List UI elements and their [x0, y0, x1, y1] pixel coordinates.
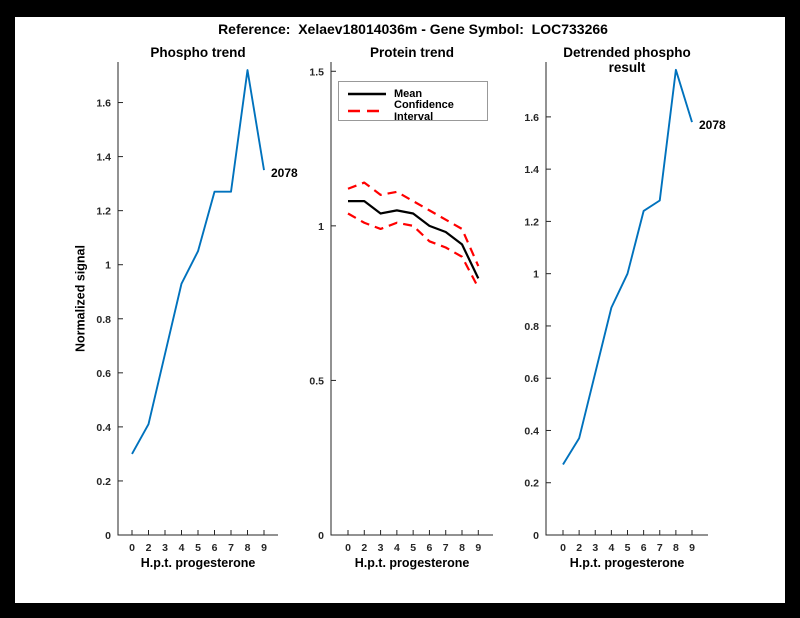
x-tick-label: 8	[459, 542, 465, 554]
x-tick-label: 2	[576, 542, 582, 554]
y-tick-label: 1.2	[96, 206, 111, 218]
x-tick-label: 6	[641, 542, 647, 554]
y-tick-label: 1	[318, 221, 324, 233]
y-tick-label: 0.4	[96, 422, 111, 434]
x-tick-label: 0	[560, 542, 566, 554]
y-tick-label: 1	[105, 260, 111, 272]
y-tick-label: 0.6	[524, 373, 539, 385]
y-tick-label: 0	[533, 530, 539, 542]
y-tick-label: 0	[318, 530, 324, 542]
series-line-phospho-signal	[131, 69, 265, 455]
y-tick-label: 1.4	[96, 152, 111, 164]
x-tick-label: 0	[345, 542, 351, 554]
y-tick-label: 1	[533, 269, 539, 281]
x-tick-label: 9	[475, 542, 481, 554]
series-line-mean	[348, 200, 480, 279]
subplot-title-protein-trend: Protein trend	[369, 45, 454, 60]
y-tick-label: 1.6	[524, 112, 539, 124]
legend-box: Mean Confidence Interval	[338, 81, 488, 123]
x-tick-label: 8	[673, 542, 679, 554]
series-line-detrended-phospho	[562, 68, 693, 465]
y-tick-label: 0.8	[96, 314, 111, 326]
x-tick-label: 4	[394, 542, 400, 554]
y-tick-label: 1.6	[96, 98, 111, 110]
x-tick-label: 5	[625, 542, 631, 554]
x-tick-label: 2	[361, 542, 367, 554]
series-endpoint-label-1: 2078	[271, 166, 298, 180]
series-line-confidence-interval-lower	[347, 212, 480, 289]
axis-spine	[545, 62, 708, 536]
figure-title: Reference: Xelaev18014036m - Gene Symbol…	[218, 21, 608, 37]
axis-spine	[117, 62, 278, 536]
y-tick-label: 0.6	[96, 368, 111, 380]
y-tick-label: 0.2	[524, 478, 539, 490]
y-tick-label: 1.5	[309, 66, 324, 78]
legend-line-confidence-interval	[348, 109, 386, 112]
x-tick-label: 0	[129, 542, 135, 554]
x-tick-label: 6	[427, 542, 433, 554]
legend-label-mean: Mean	[394, 87, 423, 100]
x-tick-label: 6	[212, 542, 218, 554]
x-axis-label-1: H.p.t. progesterone	[140, 556, 256, 570]
axis-spine	[330, 62, 493, 536]
y-tick-label: 0.8	[524, 321, 539, 333]
x-tick-label: 4	[179, 542, 185, 554]
y-tick-label: 0.2	[96, 476, 111, 488]
x-tick-label: 7	[657, 542, 663, 554]
subplot-title-phospho-trend: Phospho trend	[150, 45, 246, 60]
x-tick-label: 3	[592, 542, 598, 554]
legend-label-confidence-interval: Confidence Interval	[394, 98, 454, 123]
x-tick-label: 9	[689, 542, 695, 554]
y-tick-label: 1.4	[524, 164, 539, 176]
subplot-title-detrended-phospho: Detrended phospho result	[563, 45, 691, 75]
legend-entry-confidence-interval: Confidence Interval	[339, 99, 487, 123]
x-tick-label: 3	[378, 542, 384, 554]
legend-line-mean	[348, 92, 386, 95]
y-tick-label: 0	[105, 530, 111, 542]
legend-entry-mean: Mean	[339, 85, 487, 102]
x-tick-label: 7	[443, 542, 449, 554]
x-tick-label: 3	[162, 542, 168, 554]
y-tick-label: 0.5	[309, 375, 324, 387]
y-tick-label: 0.4	[524, 425, 539, 437]
y-tick-label: 1.2	[524, 216, 539, 228]
x-tick-label: 5	[195, 542, 201, 554]
series-line-confidence-interval-upper	[347, 181, 480, 267]
x-tick-label: 4	[608, 542, 614, 554]
x-tick-label: 7	[228, 542, 234, 554]
x-tick-label: 2	[146, 542, 152, 554]
x-tick-label: 9	[261, 542, 267, 554]
x-axis-label-3: H.p.t. progesterone	[569, 556, 685, 570]
x-tick-label: 5	[410, 542, 416, 554]
x-axis-label-2: H.p.t. progesterone	[354, 556, 470, 570]
series-endpoint-label-3: 2078	[699, 118, 726, 132]
x-tick-label: 8	[245, 542, 251, 554]
